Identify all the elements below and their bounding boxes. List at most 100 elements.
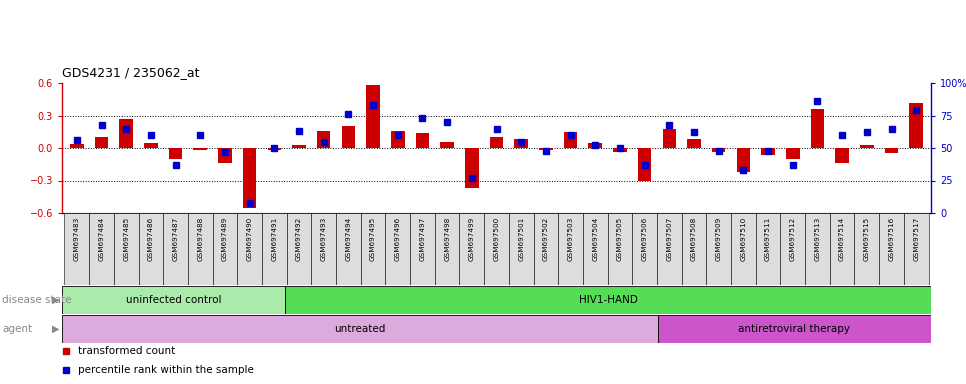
Bar — [218, 148, 232, 163]
Bar — [120, 119, 133, 148]
Bar — [292, 145, 306, 148]
Bar — [855, 213, 879, 285]
Bar — [89, 213, 114, 285]
Text: GSM697502: GSM697502 — [543, 217, 549, 261]
Bar — [144, 142, 157, 148]
Text: ▶: ▶ — [51, 324, 59, 334]
Text: GSM697494: GSM697494 — [346, 217, 352, 261]
Bar — [633, 213, 657, 285]
Bar — [687, 139, 700, 148]
Bar — [317, 131, 330, 148]
Bar — [465, 148, 478, 188]
Text: GSM697515: GSM697515 — [864, 217, 869, 261]
Bar — [533, 213, 558, 285]
Bar — [435, 213, 460, 285]
Bar — [213, 213, 238, 285]
Text: GSM697493: GSM697493 — [321, 217, 327, 261]
Bar — [613, 148, 627, 152]
Bar — [138, 213, 163, 285]
Bar — [460, 213, 484, 285]
Bar — [731, 213, 755, 285]
Text: antiretroviral therapy: antiretroviral therapy — [738, 324, 850, 334]
Bar — [879, 213, 904, 285]
Bar — [169, 148, 183, 159]
Text: GSM697504: GSM697504 — [592, 217, 598, 261]
Bar — [311, 213, 336, 285]
Bar — [336, 213, 360, 285]
Bar — [539, 148, 553, 150]
Text: GSM697516: GSM697516 — [889, 217, 895, 261]
Bar — [509, 213, 533, 285]
Text: GSM697491: GSM697491 — [271, 217, 277, 261]
Bar — [411, 213, 435, 285]
Bar — [904, 213, 928, 285]
Bar — [658, 315, 931, 343]
Bar — [558, 213, 582, 285]
Bar — [830, 213, 855, 285]
Bar — [366, 85, 380, 148]
Bar — [588, 142, 602, 148]
Text: GSM697489: GSM697489 — [222, 217, 228, 261]
Text: GSM697484: GSM697484 — [99, 217, 104, 261]
Text: GSM697507: GSM697507 — [667, 217, 672, 261]
Text: GSM697503: GSM697503 — [568, 217, 574, 261]
Bar — [385, 213, 411, 285]
Text: GSM697490: GSM697490 — [246, 217, 253, 261]
Text: GSM697488: GSM697488 — [197, 217, 203, 261]
Bar — [860, 145, 873, 148]
Bar — [114, 213, 138, 285]
Text: GSM697501: GSM697501 — [518, 217, 525, 261]
Bar — [342, 126, 355, 148]
Bar — [62, 286, 286, 314]
Bar — [909, 103, 923, 148]
Text: untreated: untreated — [334, 324, 385, 334]
Bar — [70, 144, 84, 148]
Bar — [608, 213, 633, 285]
Bar — [415, 133, 429, 148]
Bar — [242, 148, 256, 208]
Bar — [188, 213, 213, 285]
Text: GSM697486: GSM697486 — [148, 217, 154, 261]
Text: HIV1-HAND: HIV1-HAND — [579, 295, 638, 305]
Bar — [515, 139, 528, 148]
Bar — [490, 137, 503, 148]
Bar — [262, 213, 287, 285]
Text: transformed count: transformed count — [77, 346, 175, 356]
Bar — [95, 137, 108, 148]
Bar — [484, 213, 509, 285]
Bar — [287, 213, 311, 285]
Text: GSM697498: GSM697498 — [444, 217, 450, 261]
Bar — [755, 213, 781, 285]
Bar — [657, 213, 682, 285]
Text: GSM697496: GSM697496 — [395, 217, 401, 261]
Text: GDS4231 / 235062_at: GDS4231 / 235062_at — [62, 66, 200, 79]
Bar — [781, 213, 805, 285]
Bar — [810, 109, 824, 148]
Text: GSM697513: GSM697513 — [814, 217, 820, 261]
Bar — [268, 148, 281, 150]
Bar — [62, 315, 658, 343]
Text: GSM697492: GSM697492 — [296, 217, 302, 261]
Text: GSM697487: GSM697487 — [173, 217, 179, 261]
Text: GSM697510: GSM697510 — [740, 217, 747, 261]
Bar — [682, 213, 706, 285]
Bar — [712, 148, 725, 152]
Text: GSM697508: GSM697508 — [691, 217, 697, 261]
Text: GSM697517: GSM697517 — [913, 217, 920, 261]
Text: GSM697499: GSM697499 — [469, 217, 475, 261]
Bar — [663, 129, 676, 148]
Bar — [706, 213, 731, 285]
Bar — [786, 148, 800, 159]
Bar — [582, 213, 608, 285]
Bar — [440, 141, 454, 148]
Bar — [638, 148, 651, 180]
Bar — [238, 213, 262, 285]
Bar — [391, 131, 405, 148]
Text: ▶: ▶ — [51, 295, 59, 305]
Text: GSM697506: GSM697506 — [641, 217, 647, 261]
Text: percentile rank within the sample: percentile rank within the sample — [77, 365, 253, 375]
Text: GSM697497: GSM697497 — [419, 217, 425, 261]
Text: GSM697512: GSM697512 — [790, 217, 796, 261]
Bar — [360, 213, 385, 285]
Bar — [805, 213, 830, 285]
